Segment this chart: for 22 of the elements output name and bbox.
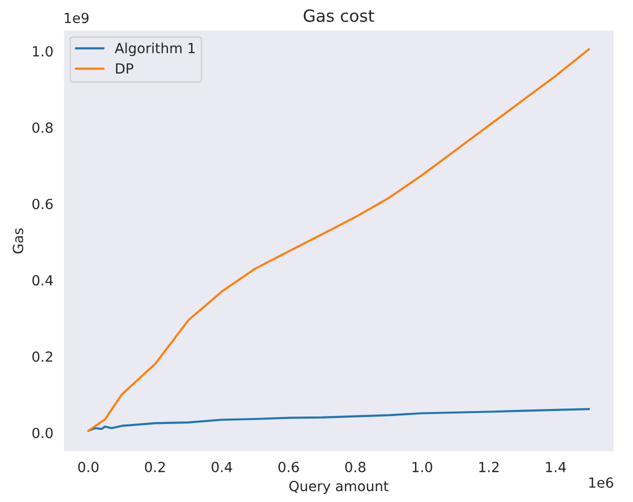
x-axis-title: Query amount xyxy=(289,480,388,494)
x-tick-label: 0.6 xyxy=(278,462,299,472)
x-tick-label: 0.2 xyxy=(144,462,165,472)
y-tick-label: 0.4 xyxy=(32,275,53,286)
y-axis-title: Gas xyxy=(12,228,24,254)
x-tick-label: 0.4 xyxy=(212,462,232,472)
y-tick-label: 0.2 xyxy=(32,351,52,362)
text: 1e9 xyxy=(64,12,89,24)
text: 1e6 xyxy=(589,477,614,488)
x-tick-label: 1.0 xyxy=(412,462,432,472)
line-series xyxy=(87,408,590,432)
x-tick-label: 0.8 xyxy=(345,462,366,472)
legend-label: Algorithm 1 xyxy=(114,42,195,56)
y-tick-label: 0.8 xyxy=(32,122,53,133)
x-tick-label: 1.4 xyxy=(546,462,566,472)
chart-title: Gas cost xyxy=(304,9,374,22)
x-tick-label: 0.0 xyxy=(78,462,98,472)
y-tick-label: 1.0 xyxy=(33,46,53,57)
y-tick-label: 0.6 xyxy=(32,198,53,210)
y-tick-label: 0.0 xyxy=(32,428,53,438)
legend-label: DP xyxy=(116,63,134,74)
x-tick-label: 1.2 xyxy=(479,462,498,472)
